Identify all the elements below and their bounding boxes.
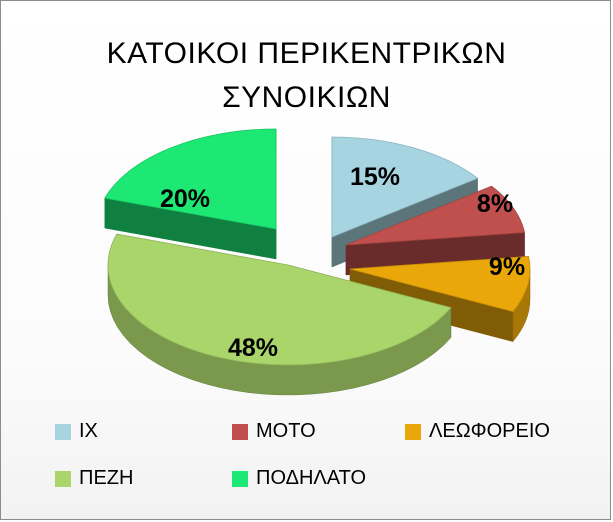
legend-swatch: [232, 470, 248, 487]
legend-item-ΜΟΤΟ: ΜΟΤΟ: [232, 420, 316, 443]
legend-swatch: [55, 470, 71, 487]
pie-slice-label-ΙΧ: 15%: [350, 163, 400, 191]
chart-title: ΚΑΤΟΙΚΟΙ ΠΕΡΙΚΕΝΤΡΙΚΩΝ ΣΥΝΟΙΚΙΩΝ: [0, 32, 613, 120]
legend-item-ΙΧ: ΙΧ: [55, 420, 98, 443]
chart-title-line-1: ΚΑΤΟΙΚΟΙ ΠΕΡΙΚΕΝΤΡΙΚΩΝ: [106, 37, 507, 70]
legend-item-ΠΕΖΗ: ΠΕΖΗ: [55, 467, 133, 490]
pie-slice-label-ΠΟΔΗΛΑΤΟ: 20%: [160, 185, 210, 213]
legend-label: ΙΧ: [79, 420, 98, 442]
legend-swatch: [232, 423, 248, 440]
legend-label: ΛΕΩΦΟΡΕΙΟ: [429, 420, 550, 442]
pie-slice-ΙΧ: [331, 136, 479, 238]
legend-label: ΠΕΖΗ: [79, 467, 134, 489]
legend-item-ΠΟΔΗΛΑΤΟ: ΠΟΔΗΛΑΤΟ: [232, 467, 366, 490]
legend-item-ΛΕΩΦΟΡΕΙΟ: ΛΕΩΦΟΡΕΙΟ: [405, 420, 550, 443]
legend-swatch: [55, 423, 71, 440]
pie-slice-label-ΠΕΖΗ: 48%: [228, 334, 278, 362]
legend-label: ΜΟΤΟ: [256, 420, 316, 442]
pie-slice-label-ΜΟΤΟ: 8%: [477, 190, 513, 218]
pie-slice-ΠΕΖΗ: [107, 233, 452, 366]
pie-slice-label-ΛΕΩΦΟΡΕΙΟ: 9%: [489, 253, 525, 281]
legend-swatch: [405, 423, 421, 440]
pie-slice-ΜΟΤΟ: [345, 185, 526, 246]
chart-title-line-2: ΣΥΝΟΙΚΙΩΝ: [222, 81, 391, 114]
pie-slice-ΠΟΔΗΛΑΤΟ: [104, 128, 277, 230]
pie-slice-ΛΕΩΦΟΡΕΙΟ: [349, 256, 531, 313]
legend-label: ΠΟΔΗΛΑΤΟ: [256, 467, 367, 489]
